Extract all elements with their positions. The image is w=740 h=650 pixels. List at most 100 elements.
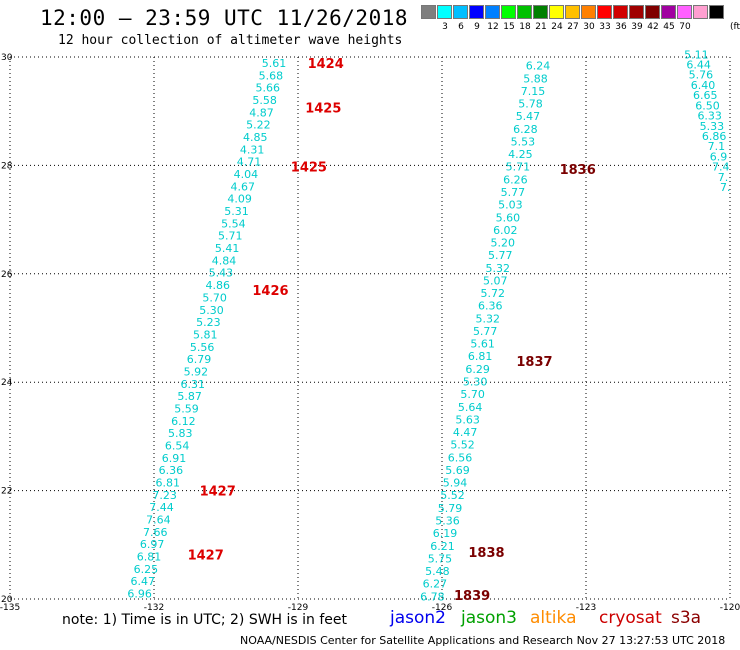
wave-height-point: 5.36 (435, 514, 460, 527)
wave-height-point: 6.36 (478, 300, 503, 313)
wave-height-point: 4.04 (234, 168, 259, 181)
wave-height-point: 6.50 (695, 99, 720, 112)
wave-height-point: 5.83 (168, 427, 193, 440)
satellite-label-s3a: s3a (671, 608, 702, 628)
color-swatch (469, 5, 484, 19)
wave-height-point: 6.9 (710, 150, 728, 163)
wave-height-point: 5.11 (684, 48, 709, 61)
color-scale-label: 3 (442, 22, 448, 32)
wave-height-point: 6.86 (702, 130, 727, 143)
satellite-label-cryosat: cryosat (599, 608, 662, 628)
wave-height-point: 5.92 (184, 365, 209, 378)
y-tick-label: 28 (1, 161, 13, 171)
wave-height-point: 4.47 (453, 426, 478, 439)
wave-height-point: 6.65 (693, 89, 718, 102)
wave-height-point: 5.71 (506, 161, 531, 174)
wave-height-point: 6.28 (513, 123, 538, 136)
color-swatch (709, 5, 724, 19)
wave-height-point: 6.47 (130, 575, 155, 588)
color-scale-label: 70 (679, 22, 691, 32)
color-swatch (693, 5, 708, 19)
color-swatch (613, 5, 628, 19)
wave-height-point: 5.53 (511, 135, 536, 148)
wave-height-point: 6.19 (433, 527, 458, 540)
color-swatch (533, 5, 548, 19)
pass-time-label: 1837 (516, 355, 552, 370)
wave-height-point: 5.81 (193, 328, 218, 341)
satellite-label-jason2: jason2 (390, 608, 446, 628)
wave-height-point: 5.68 (259, 69, 284, 82)
wave-height-point: 5.72 (480, 287, 505, 300)
pass-time-label: 1426 (252, 284, 288, 299)
wave-height-point: 5.58 (252, 94, 277, 107)
color-scale-label: 36 (615, 22, 627, 32)
color-scale-unit: (ft) (730, 22, 740, 32)
wave-height-point: 5.54 (221, 217, 246, 230)
color-scale-label: 45 (663, 22, 675, 32)
wave-height-point: 5.52 (450, 439, 475, 452)
wave-height-point: 6.44 (686, 59, 711, 72)
wave-height-point: 7.4 (712, 161, 730, 174)
wave-height-point: 5.48 (425, 565, 450, 578)
color-scale-label: 21 (535, 22, 547, 32)
wave-height-point: 5.77 (501, 186, 526, 199)
color-scale-label: 9 (474, 22, 480, 32)
color-swatch (661, 5, 676, 19)
wave-height-point: 5.63 (455, 413, 480, 426)
wave-height-point: 5.70 (460, 388, 485, 401)
color-scale-label: 33 (599, 22, 611, 32)
wave-height-point: 7.66 (143, 526, 168, 539)
color-swatch (549, 5, 564, 19)
wave-height-point: 5.88 (523, 72, 548, 85)
wave-height-point: 6.29 (465, 363, 490, 376)
wave-height-point: 5.66 (255, 82, 280, 95)
wave-height-point: 5.76 (689, 69, 714, 82)
wave-height-point: 5.77 (473, 325, 498, 338)
wave-height-point: 5.30 (463, 376, 488, 389)
wave-height-point: 6.21 (430, 540, 455, 553)
wave-height-point: 6.26 (503, 173, 528, 186)
wave-height-point: 6.33 (697, 110, 722, 123)
chart-title: 12:00 – 23:59 UTC 11/26/2018 (40, 6, 409, 30)
wave-height-point: 7. (720, 181, 731, 194)
color-scale-label: 24 (551, 22, 563, 32)
wave-height-point: 4.84 (212, 254, 237, 267)
pass-time-label: 1425 (305, 101, 341, 116)
pass-time-label: 1427 (200, 485, 236, 500)
wave-height-point: 5.30 (199, 304, 224, 317)
wave-height-point: 4.86 (205, 279, 230, 292)
wave-height-point: 5.07 (483, 274, 508, 287)
wave-height-point: 5.43 (209, 267, 234, 280)
wave-height-point: 7. (718, 171, 729, 184)
x-tick-label: -129 (288, 603, 309, 613)
wave-height-point: 6.36 (159, 464, 184, 477)
color-swatch (565, 5, 580, 19)
y-tick-label: 26 (1, 270, 13, 280)
x-tick-label: -126 (432, 603, 453, 613)
y-tick-label: 24 (1, 378, 13, 388)
wave-height-point: 4.87 (249, 106, 274, 119)
color-swatch (501, 5, 516, 19)
wave-height-point: 6.31 (180, 378, 205, 391)
wave-height-point: 5.59 (174, 402, 199, 415)
wave-height-point: 5.64 (458, 401, 483, 414)
wave-height-point: 5.33 (700, 120, 725, 133)
wave-height-point: 5.22 (246, 119, 271, 132)
color-scale-label: 12 (487, 22, 499, 32)
satellite-label-jason3: jason3 (461, 608, 517, 628)
pass-time-label: 1424 (308, 57, 344, 72)
wave-height-point: 6.79 (187, 353, 212, 366)
wave-height-point: 5.78 (518, 98, 543, 111)
color-scale-label: 42 (647, 22, 659, 32)
x-tick-label: -132 (144, 603, 164, 613)
wave-height-point: 6.91 (162, 452, 187, 465)
wave-height-point: 6.24 (526, 60, 551, 73)
x-tick-label: -135 (0, 603, 20, 613)
wave-height-point: 5.52 (440, 489, 465, 502)
color-scale-label: 27 (567, 22, 579, 32)
y-tick-label: 30 (1, 53, 13, 63)
wave-height-point: 6.81 (155, 477, 180, 490)
color-swatch (645, 5, 660, 19)
wave-height-point: 6.54 (165, 440, 190, 453)
wave-height-point: 4.67 (230, 180, 255, 193)
